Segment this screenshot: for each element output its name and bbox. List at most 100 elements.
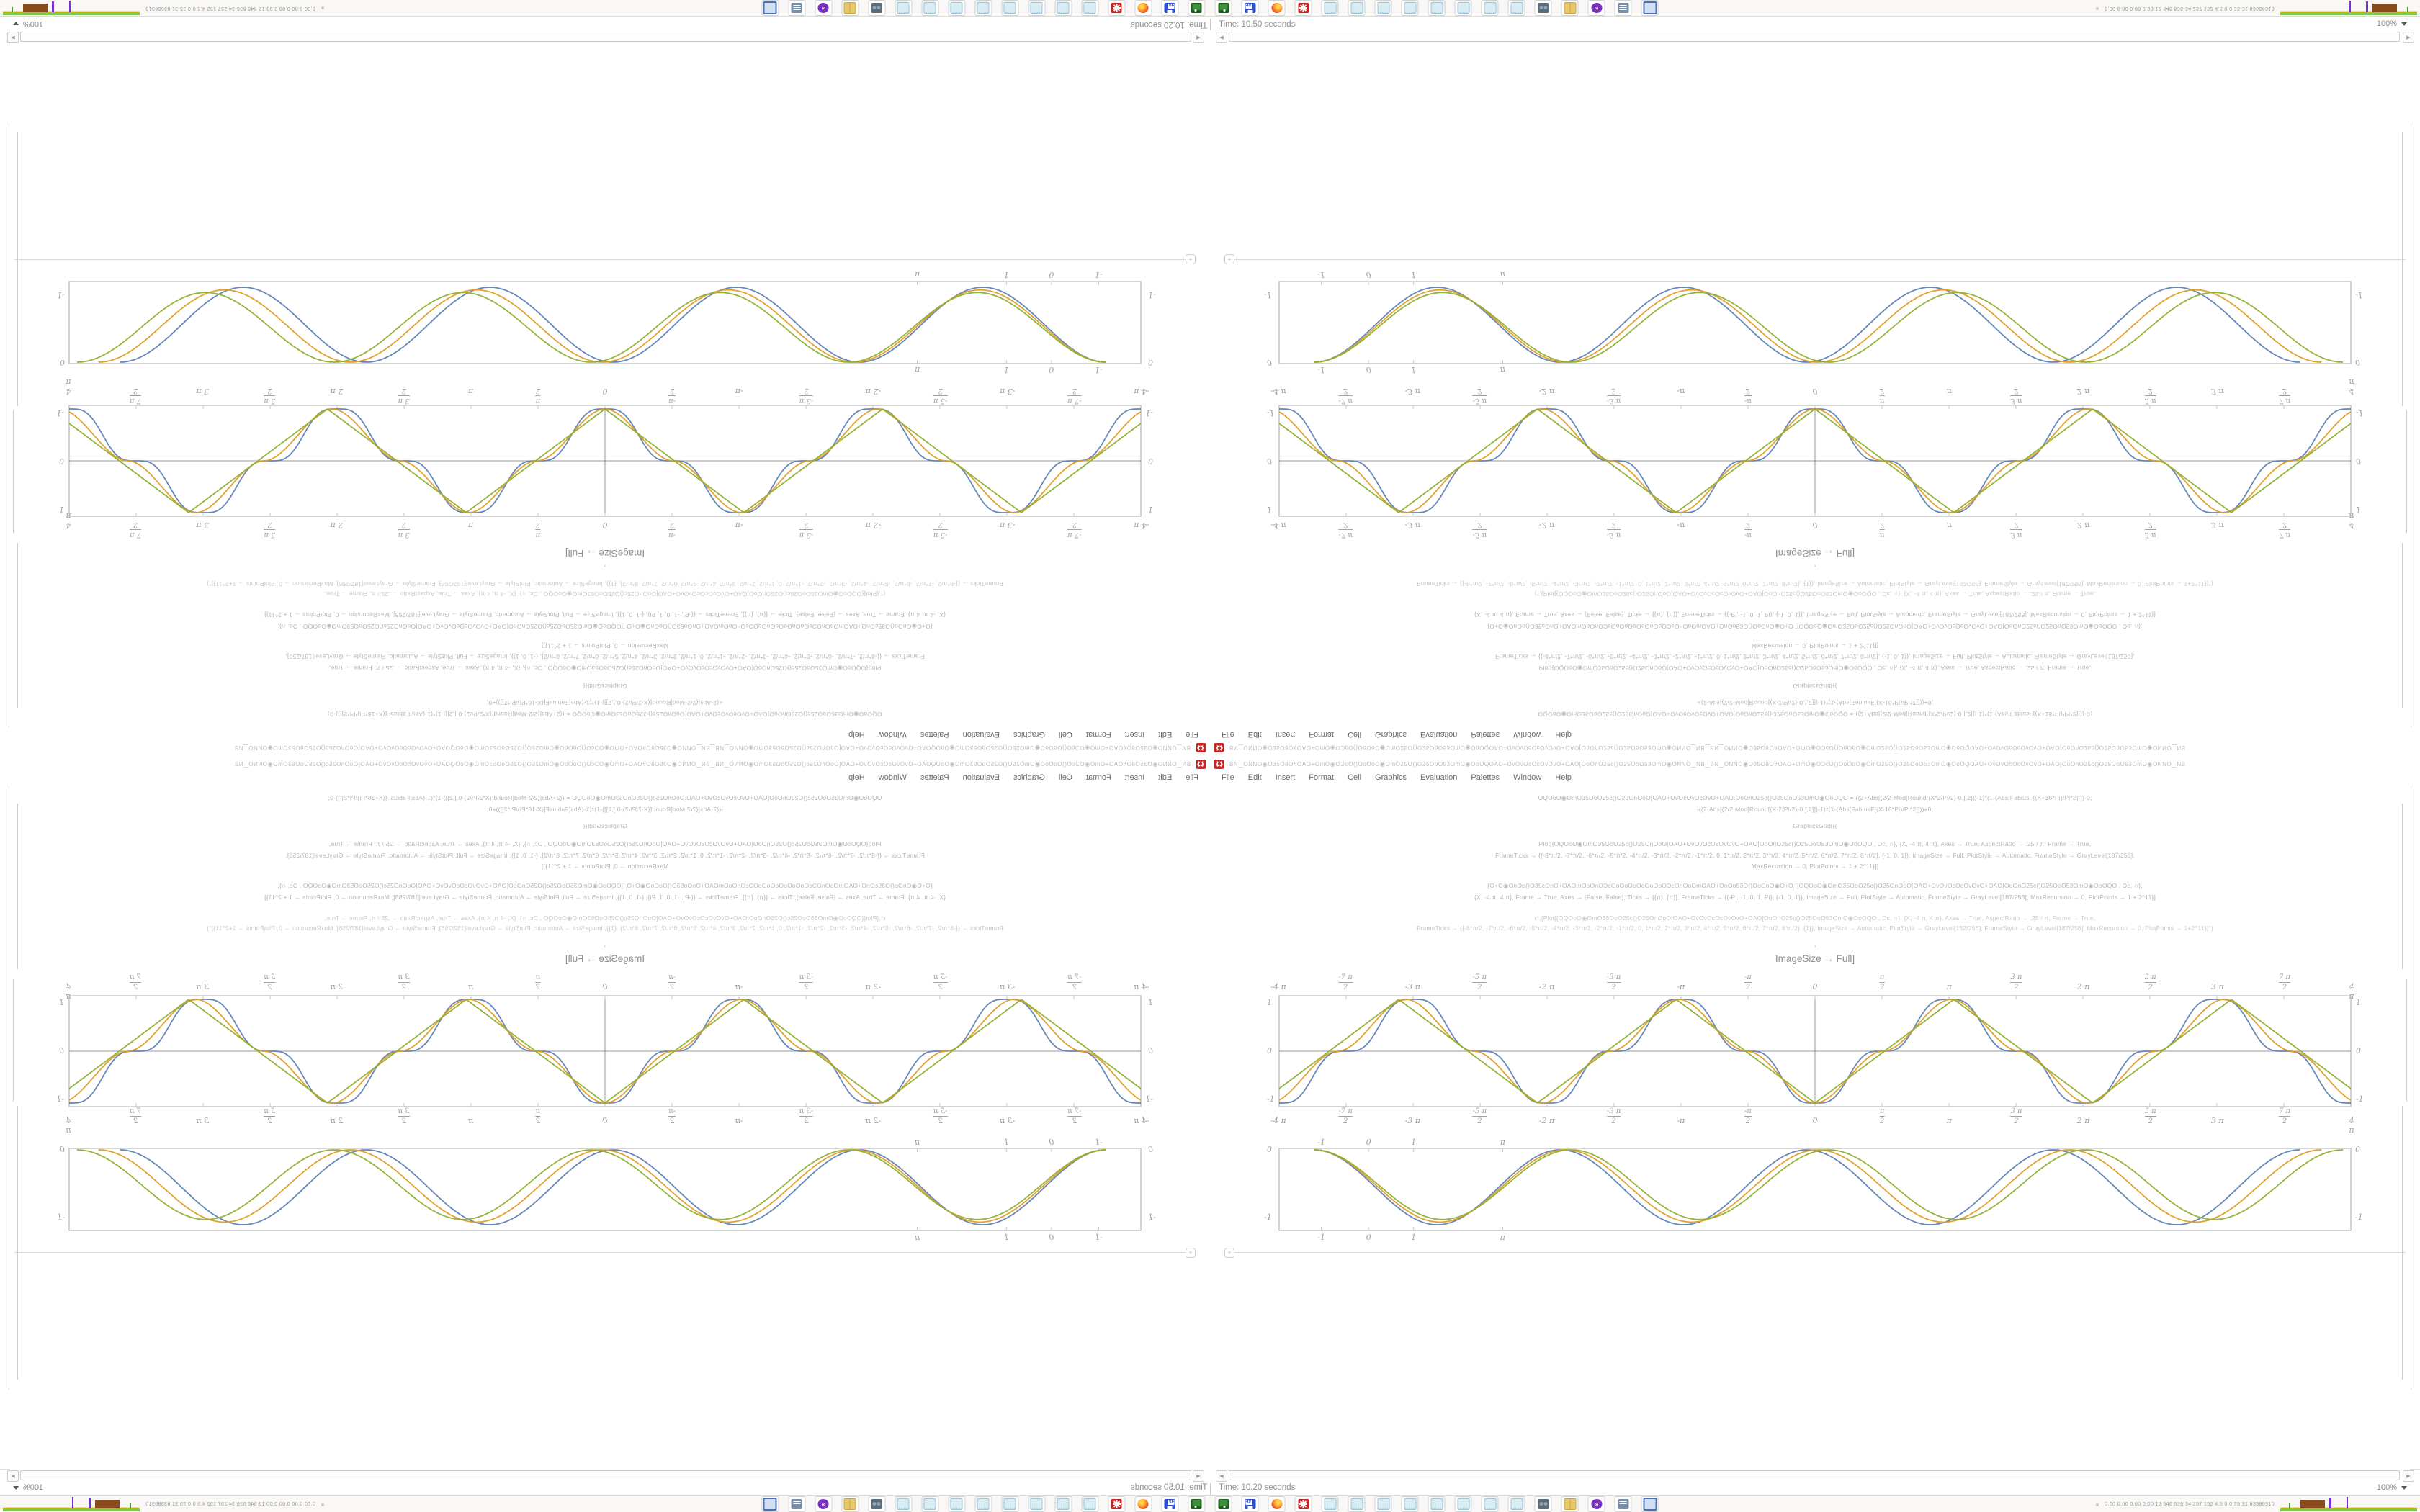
- horizontal-scrollbar[interactable]: [1229, 32, 2400, 42]
- sine-bump-plot[interactable]: -1 0 1 π 0 0 -1 -1 -1 0 1 π: [1264, 269, 2363, 376]
- scroll-right-button[interactable]: ▶: [2403, 32, 2414, 43]
- add-cell-icon[interactable]: +: [1224, 1248, 1234, 1258]
- menu-evaluation[interactable]: Evaluation: [1420, 730, 1458, 739]
- pages-icon[interactable]: [1081, 1496, 1099, 1512]
- cabinet-icon[interactable]: [841, 0, 859, 16]
- menu-graphics[interactable]: Graphics: [1375, 730, 1407, 739]
- pages-icon[interactable]: [974, 0, 992, 16]
- menu-format[interactable]: Format: [1309, 730, 1335, 739]
- code-line-plot-1[interactable]: Plot[{OQOoO◉OmO35OoO25c()O25OnOoO[OAO+Ov…: [1538, 840, 2092, 847]
- cell-bracket[interactable]: [17, 1106, 18, 1380]
- menu-graphics[interactable]: Graphics: [1013, 773, 1045, 782]
- menu-window[interactable]: Window: [1513, 773, 1542, 782]
- window-titlebar[interactable]: BN‿ONNO◉O35O8O#OAO+OmO◉OƆcO()OoOoO◉OmO25…: [1210, 756, 2420, 770]
- flame-icon[interactable]: [1134, 0, 1152, 16]
- code-line-definition-1[interactable]: OQOoO◉OmO35OoO25c()O25OnOoO[OAO+OvOcOvOc…: [328, 794, 882, 801]
- monitor-icon[interactable]: [761, 0, 779, 16]
- pages-icon[interactable]: [1321, 0, 1339, 16]
- pages-icon[interactable]: [1348, 1496, 1366, 1512]
- code-line-plot-2[interactable]: FrameTicks → {{-8*π/2, -7*π/2, -6*π/2, -…: [285, 653, 925, 660]
- magnification-indicator[interactable]: 100%: [2377, 1483, 2407, 1492]
- pages-icon[interactable]: [1028, 1496, 1046, 1512]
- sine-bump-plot[interactable]: -1 0 1 π 0 0 -1 -1 -1 0 1 π: [57, 269, 1156, 376]
- pages-icon[interactable]: [1454, 0, 1472, 16]
- cell-bracket[interactable]: [2402, 1106, 2403, 1380]
- pages-icon[interactable]: [974, 1496, 992, 1512]
- camera-icon[interactable]: [1534, 1496, 1552, 1512]
- flame-icon[interactable]: [1268, 1496, 1286, 1512]
- menu-help[interactable]: Help: [1555, 730, 1572, 739]
- add-cell-icon[interactable]: +: [1186, 1248, 1196, 1258]
- script-icon[interactable]: [788, 0, 806, 16]
- monitor-expander-icon[interactable]: »: [321, 4, 325, 12]
- scroll-left-button[interactable]: ◀: [7, 1470, 19, 1482]
- code-line-plot-3[interactable]: MaxRecursion → 0, PlotPoints → 1 + 2^11}…: [541, 863, 669, 870]
- menu-evaluation[interactable]: Evaluation: [1420, 773, 1458, 782]
- pages-icon[interactable]: [1481, 1496, 1499, 1512]
- floppyG-icon[interactable]: [1214, 1496, 1232, 1512]
- code-line-graphicsgrid[interactable]: GraphicsGrid[{{: [583, 822, 627, 829]
- script-icon[interactable]: [1614, 1496, 1632, 1512]
- pages-icon[interactable]: [1401, 1496, 1419, 1512]
- menu-help[interactable]: Help: [848, 730, 865, 739]
- pages-icon[interactable]: [1054, 0, 1072, 16]
- pages-icon[interactable]: [1481, 0, 1499, 16]
- cabinet-icon[interactable]: [1561, 0, 1579, 16]
- floppyG-icon[interactable]: [1188, 0, 1206, 16]
- scroll-right-button[interactable]: ▶: [1193, 32, 1204, 43]
- cell-bracket[interactable]: [17, 804, 18, 969]
- menu-insert[interactable]: Insert: [1124, 730, 1145, 739]
- menu-cell[interactable]: Cell: [1348, 773, 1362, 782]
- magnification-indicator[interactable]: 100%: [2377, 19, 2407, 28]
- code-line-plot2-1[interactable]: {O+O◉OnOp()O35cOnO+OAOmOoOnOƆcOoOoOoOoOo…: [1487, 882, 2143, 889]
- mask-icon[interactable]: ∞: [1587, 1496, 1605, 1512]
- pages-icon[interactable]: [948, 0, 966, 16]
- menu-palettes[interactable]: Palettes: [920, 730, 949, 739]
- monitor-icon[interactable]: [761, 1496, 779, 1512]
- code-line-plot-3[interactable]: MaxRecursion → 0, PlotPoints → 1 + 2^11}…: [1751, 642, 1879, 649]
- code-line-definition-1[interactable]: OQOoO◉OmO35OoO25c()O25OnOoO[OAO+OvOcOvOc…: [1538, 711, 2092, 718]
- camera-icon[interactable]: [868, 1496, 886, 1512]
- floppy49-icon[interactable]: 49: [1161, 0, 1179, 16]
- menu-cell[interactable]: Cell: [1058, 730, 1072, 739]
- pages-icon[interactable]: [895, 0, 913, 16]
- pages-icon[interactable]: [1507, 0, 1525, 16]
- code-line-plot2-1[interactable]: {O+O◉OnOp()O35cOnO+OAOmOoOnOƆcOoOoOoOoOo…: [1487, 623, 2143, 630]
- code-line-comment-2[interactable]: FrameTicks → {{-8*π/2, -7*π/2, -6*π/2, -…: [207, 580, 1003, 588]
- pages-icon[interactable]: [895, 1496, 913, 1512]
- pages-icon[interactable]: [1054, 1496, 1072, 1512]
- cell-bracket[interactable]: [17, 543, 18, 708]
- pages-icon[interactable]: [1507, 1496, 1525, 1512]
- code-line-definition-2[interactable]: -((2-Abs[(2/2-Mod[Round[(X-2/Pi/2)-0.],2…: [1696, 806, 1934, 813]
- floppyG-icon[interactable]: [1214, 0, 1232, 16]
- mask-icon[interactable]: ∞: [815, 0, 833, 16]
- pages-icon[interactable]: [921, 0, 939, 16]
- pages-icon[interactable]: [1321, 1496, 1339, 1512]
- menu-file[interactable]: File: [1186, 730, 1198, 739]
- cell-insertion-bar[interactable]: +: [1224, 254, 2406, 265]
- pages-icon[interactable]: [948, 1496, 966, 1512]
- menu-graphics[interactable]: Graphics: [1375, 773, 1407, 782]
- flame-icon[interactable]: [1268, 0, 1286, 16]
- code-line-plot-2[interactable]: FrameTicks → {{-8*π/2, -7*π/2, -6*π/2, -…: [1495, 653, 2135, 660]
- floppy49-icon[interactable]: 49: [1241, 0, 1259, 16]
- code-line-comment-1[interactable]: (*,{Plot[{OQOoO◉OmO35OoO25c()O25OnOoO[OA…: [324, 590, 886, 598]
- monitor-expander-icon[interactable]: «: [2095, 4, 2099, 12]
- menu-help[interactable]: Help: [848, 773, 865, 782]
- code-line-plot-3[interactable]: MaxRecursion → 0, PlotPoints → 1 + 2^11}…: [541, 642, 669, 649]
- code-line-comment-2[interactable]: FrameTicks → {{-8*π/2, -7*π/2, -6*π/2, -…: [1417, 580, 2213, 588]
- add-cell-icon[interactable]: +: [1224, 254, 1234, 264]
- horizontal-scrollbar[interactable]: [1229, 1470, 2400, 1480]
- code-line-definition-2[interactable]: -((2-Abs[(2/2-Mod[Round[(X-2/Pi/2)-0.],2…: [486, 699, 724, 706]
- flame-icon[interactable]: [1134, 1496, 1152, 1512]
- cell-bracket[interactable]: [13, 979, 14, 1102]
- menu-edit[interactable]: Edit: [1158, 730, 1173, 739]
- pages-icon[interactable]: [921, 1496, 939, 1512]
- code-line-plot2-1[interactable]: {O+O◉OnOp()O35cOnO+OAOmOoOnOƆcOoOoOoOoOo…: [277, 623, 933, 630]
- menu-evaluation[interactable]: Evaluation: [962, 773, 1000, 782]
- horizontal-scrollbar[interactable]: [20, 1470, 1191, 1480]
- code-line-plot2-2[interactable]: {X, -4 π, 4 π}, Frame → True, Axes → {Fa…: [1474, 894, 2156, 901]
- gear-icon[interactable]: [1294, 1496, 1312, 1512]
- code-line-plot-2[interactable]: FrameTicks → {{-8*π/2, -7*π/2, -6*π/2, -…: [1495, 852, 2135, 859]
